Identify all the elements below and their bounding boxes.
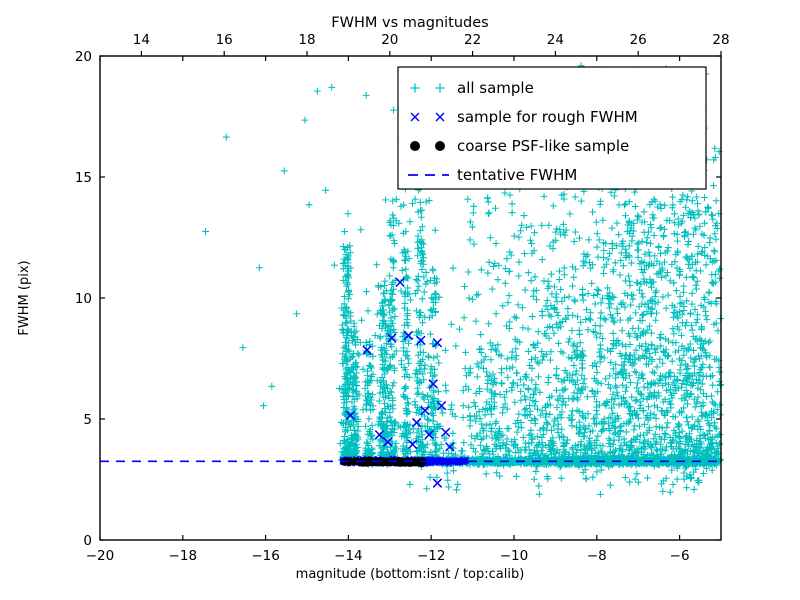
y-tick-label: 5 (83, 412, 92, 428)
x-tick-label-top: 16 (216, 32, 233, 48)
x-axis-bottom-ticklabels: −20 −18 −16 −14 −12 −10 −8 −6 (86, 548, 690, 564)
x-tick-label: −12 (417, 548, 446, 564)
legend-label-coarse-psf-like-sample: coarse PSF-like sample (457, 137, 629, 155)
legend-label-sample-for-rough-fwhm: sample for rough FWHM (457, 108, 638, 126)
legend-label-tentative-fwhm: tentative FWHM (457, 166, 577, 184)
y-axis-ticklabels: 0 5 10 15 20 (75, 49, 92, 549)
legend-item-coarse-psf-like-sample[interactable]: coarse PSF-like sample (410, 137, 629, 155)
y-axis-label: FWHM (pix) (17, 260, 32, 335)
x-tick-label: −6 (670, 548, 690, 564)
y-tick-label: 0 (83, 533, 92, 549)
legend[interactable]: all sample sample for rough FWHM coarse … (397, 66, 707, 190)
x-tick-label-top: 14 (133, 32, 150, 48)
y-axis-ticks (100, 55, 721, 541)
chart-title: FWHM vs magnitudes (331, 15, 488, 31)
legend-item-all-sample[interactable]: all sample (410, 79, 534, 97)
cross-icon (410, 112, 445, 122)
x-tick-label-top: 22 (464, 32, 481, 48)
x-tick-label-top: 20 (381, 32, 398, 48)
x-tick-label-top: 24 (547, 32, 564, 48)
plus-icon (410, 83, 445, 93)
dot-icon (410, 141, 445, 151)
y-tick-label: 20 (75, 49, 92, 65)
x-tick-label-top: 18 (298, 32, 315, 48)
x-axis-label: magnitude (bottom:isnt / top:calib) (296, 567, 525, 582)
y-tick-label: 10 (75, 291, 92, 307)
legend-label-all-sample: all sample (457, 79, 534, 97)
x-axis-top-ticklabels: 14 16 18 20 22 24 26 28 (133, 32, 730, 48)
x-axis-top-ticks (140, 51, 722, 56)
x-tick-label-top: 28 (712, 32, 729, 48)
x-tick-label: −18 (169, 548, 198, 564)
x-tick-label: −8 (587, 548, 607, 564)
x-tick-label: −10 (500, 548, 529, 564)
x-tick-label-top: 26 (630, 32, 647, 48)
legend-item-tentative-fwhm[interactable]: tentative FWHM (408, 166, 577, 184)
legend-box (397, 66, 707, 190)
x-tick-label: −20 (86, 548, 115, 564)
x-axis-bottom-ticks (99, 56, 681, 540)
x-tick-label: −14 (334, 548, 363, 564)
y-tick-label: 15 (75, 170, 92, 186)
x-tick-label: −16 (251, 548, 280, 564)
legend-item-sample-for-rough-fwhm[interactable]: sample for rough FWHM (410, 108, 638, 126)
